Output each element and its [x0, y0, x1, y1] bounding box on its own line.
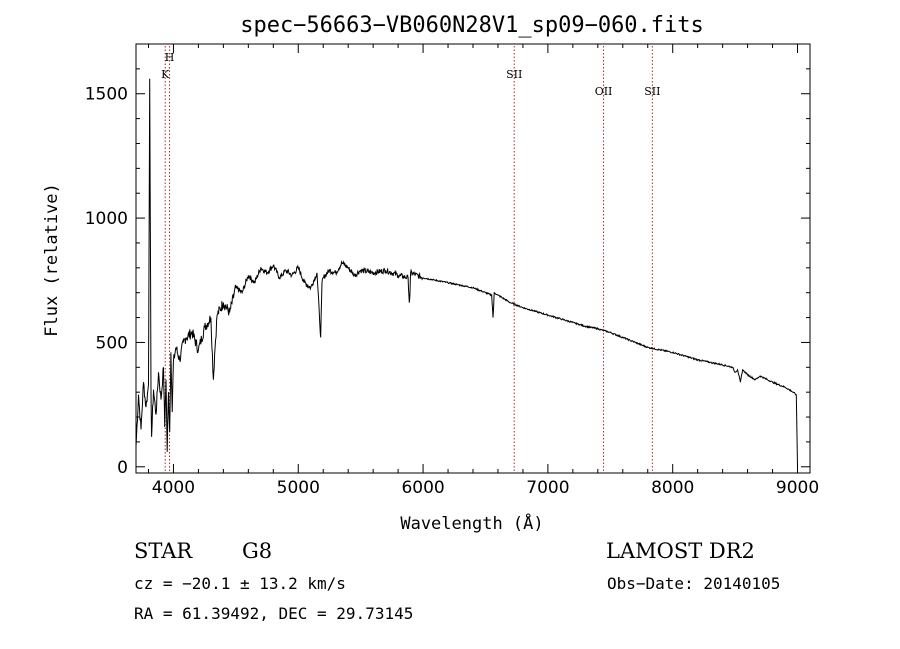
x-tick-label: 6000	[401, 478, 444, 498]
line-marker-label: H	[165, 51, 175, 64]
object-subclass: G8	[242, 539, 272, 563]
x-axis-label: Wavelength (Å)	[400, 512, 543, 534]
survey-name: LAMOST DR2	[606, 539, 755, 563]
coordinates-text: RA = 61.39492, DEC = 29.73145	[134, 604, 413, 623]
line-marker-label: OII	[595, 85, 613, 98]
x-tick-label: 5000	[277, 478, 320, 498]
redshift-text: cz = −20.1 ± 13.2 km/s	[134, 574, 346, 593]
obs-date-text: Obs−Date: 20140105	[607, 574, 780, 593]
y-tick-label: 1500	[85, 85, 128, 105]
x-tick-label: 8000	[651, 478, 694, 498]
x-tick-label: 4000	[152, 478, 195, 498]
line-marker-label: K	[161, 68, 170, 81]
y-tick-label: 0	[117, 458, 128, 478]
spectrum-line	[135, 78, 798, 467]
x-tick-label: 9000	[776, 478, 819, 498]
chart-title: spec−56663−VB060N28V1_sp09−060.fits	[240, 13, 704, 38]
x-tick-label: 7000	[526, 478, 569, 498]
plot-area: 4000 5000 6000 7000 8000 9000 0 500 1000 1500 HK SI…	[85, 43, 819, 498]
plot-frame	[135, 43, 811, 474]
line-marker-label: SII	[644, 85, 660, 98]
y-tick-label: 500	[96, 333, 128, 353]
object-class: STAR	[134, 539, 193, 563]
y-tick-label: 1000	[85, 209, 128, 229]
y-axis-label: Flux (relative)	[42, 183, 62, 337]
line-marker-label: SII	[506, 68, 522, 81]
